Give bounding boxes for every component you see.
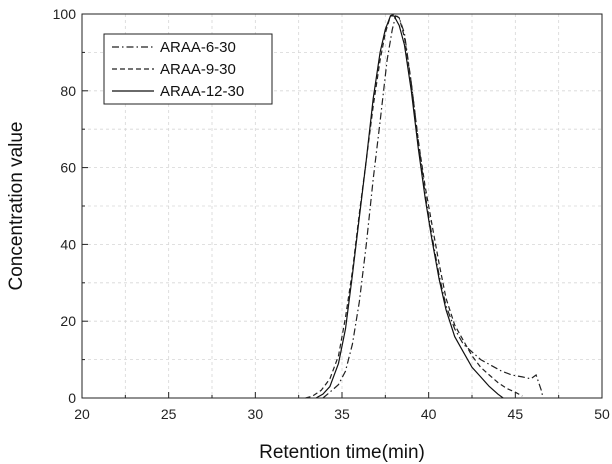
series-lines [305,13,544,399]
y-axis-title: Concentration value [6,122,27,291]
axis-ticks [81,13,603,399]
x-tick-label: 20 [74,406,90,422]
series-line-araa-12-30 [315,15,504,399]
x-tick-label: 25 [161,406,177,422]
legend: ARAA-6-30 ARAA-9-30 ARAA-12-30 [103,33,273,105]
y-tick-label: 100 [53,6,77,22]
x-tick-label: 40 [421,406,437,422]
x-axis-title: Retention time(min) [259,442,425,463]
x-tick-label: 30 [248,406,264,422]
y-tick-label: 80 [60,83,76,99]
x-tick-label: 50 [594,406,610,422]
x-tick-label: 35 [334,406,350,422]
legend-label: ARAA-9-30 [160,61,236,78]
legend-label: ARAA-6-30 [160,39,236,56]
legend-label: ARAA-12-30 [160,83,244,100]
x-tick-label: 45 [508,406,524,422]
y-tick-label: 60 [60,160,76,176]
series-line-araa-6-30 [322,15,544,399]
y-tick-label: 40 [60,236,76,252]
y-tick-label: 20 [60,313,76,329]
grid-lines [82,14,602,398]
y-tick-label: 0 [68,390,76,406]
